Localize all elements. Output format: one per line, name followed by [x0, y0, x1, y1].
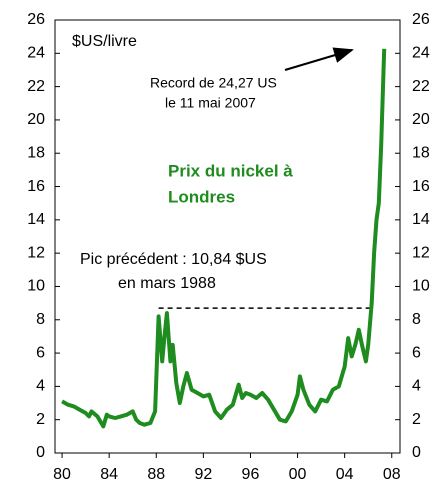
y2-tick-label: 18: [412, 144, 430, 161]
y-tick-label: 14: [27, 211, 45, 228]
y2-tick-label: 10: [412, 278, 430, 295]
y2-tick-label: 24: [412, 45, 430, 62]
x-tick-label: 08: [383, 466, 401, 483]
y-tick-label: 16: [27, 178, 45, 195]
y2-tick-label: 4: [412, 378, 421, 395]
plot-frame: [54, 19, 401, 454]
y-tick-label: 24: [27, 45, 45, 62]
unit-label: $US/livre: [72, 33, 137, 50]
y2-tick-label: 26: [412, 11, 430, 28]
y-tick-label: 18: [27, 144, 45, 161]
y-tick-label: 2: [36, 411, 45, 428]
x-tick-label: 88: [147, 466, 165, 483]
y2-tick-label: 22: [412, 78, 430, 95]
line-series: [61, 48, 387, 429]
arrow: [284, 47, 354, 71]
y-tick-label: 10: [27, 278, 45, 295]
y-tick-label: 6: [36, 344, 45, 361]
y2-tick-label: 0: [412, 444, 421, 461]
annotation: Pic précédent : 10,84 $US: [80, 251, 267, 268]
y-tick-label: 12: [27, 244, 45, 261]
y2-tick-label: 20: [412, 111, 430, 128]
y2-tick-label: 14: [412, 211, 430, 228]
y2-tick-label: 2: [412, 411, 421, 428]
y-tick-label: 0: [36, 444, 45, 461]
y-tick-label: 26: [27, 11, 45, 28]
x-tick-label: 04: [336, 466, 354, 483]
annotation: le 11 mai 2007: [165, 95, 256, 111]
x-tick-label: 96: [242, 466, 260, 483]
y-tick-label: 20: [27, 111, 45, 128]
x-tick-label: 84: [100, 466, 118, 483]
x-tick-label: 92: [194, 466, 212, 483]
y2-tick-label: 6: [412, 344, 421, 361]
series-label: Prix du nickel à: [168, 161, 293, 180]
x-tick-label: 80: [53, 466, 71, 483]
y-tick-label: 22: [27, 78, 45, 95]
y2-tick-label: 16: [412, 178, 430, 195]
y-tick-label: 4: [36, 378, 45, 395]
series-label: Londres: [168, 187, 235, 206]
annotation: en mars 1988: [118, 275, 216, 292]
y2-tick-label: 12: [412, 244, 430, 261]
x-tick-label: 00: [289, 466, 307, 483]
y2-tick-label: 8: [412, 311, 421, 328]
annotation: Record de 24,27 US: [150, 75, 277, 91]
y-tick-label: 8: [36, 311, 45, 328]
